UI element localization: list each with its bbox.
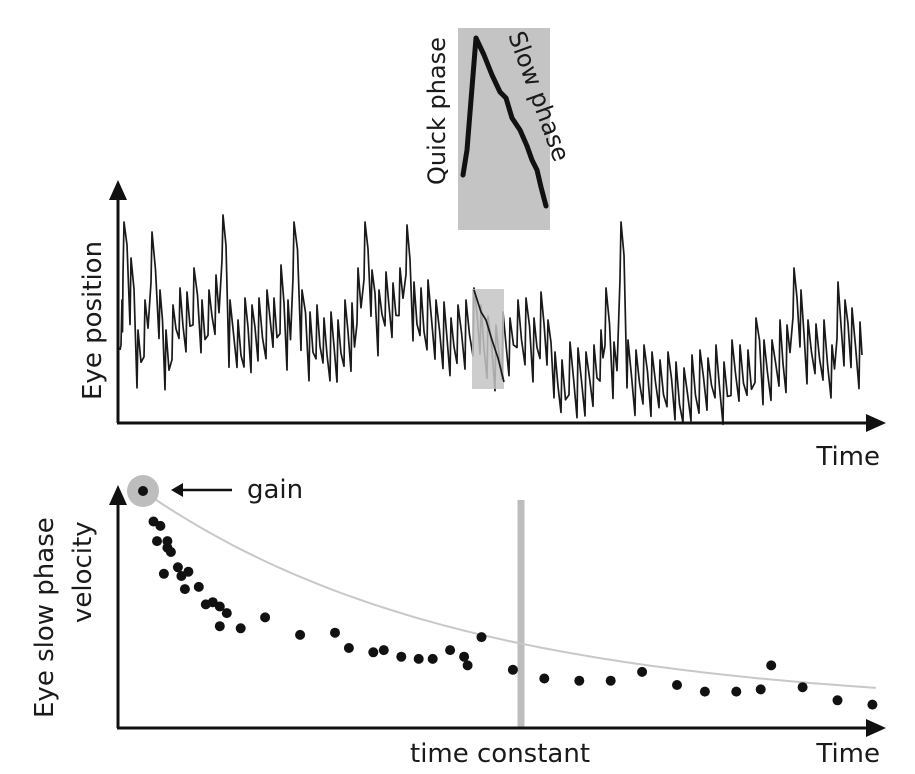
velocity-data-point bbox=[260, 612, 271, 623]
time-constant-label: time constant bbox=[410, 739, 590, 769]
velocity-data-point bbox=[867, 699, 878, 710]
velocity-data-point bbox=[155, 520, 166, 531]
gain-label: gain bbox=[247, 475, 303, 505]
velocity-data-point bbox=[413, 653, 424, 664]
velocity-data-point bbox=[605, 675, 616, 686]
velocity-data-point bbox=[637, 666, 648, 677]
velocity-data-point bbox=[183, 566, 194, 577]
velocity-data-point bbox=[459, 651, 470, 662]
top-y-axis-label: Eye position bbox=[78, 241, 108, 400]
velocity-data-point bbox=[235, 623, 246, 634]
velocity-data-point bbox=[462, 660, 473, 671]
top-x-axis-label: Time bbox=[815, 442, 880, 472]
velocity-data-point bbox=[445, 645, 456, 656]
bottom-x-axis-label: Time bbox=[815, 739, 880, 769]
velocity-data-point bbox=[368, 647, 379, 658]
velocity-data-point bbox=[507, 664, 518, 675]
velocity-points bbox=[138, 486, 878, 710]
velocity-data-point bbox=[138, 486, 148, 496]
bottom-y-arrowhead bbox=[109, 485, 127, 505]
velocity-data-point bbox=[672, 680, 682, 690]
velocity-data-point bbox=[221, 608, 232, 619]
velocity-data-point bbox=[574, 675, 585, 686]
top-x-arrowhead bbox=[866, 414, 886, 432]
velocity-data-point bbox=[214, 621, 225, 632]
highlighted-segment bbox=[473, 289, 505, 383]
top-y-arrowhead bbox=[109, 180, 127, 200]
velocity-data-point bbox=[797, 682, 808, 693]
velocity-data-point bbox=[295, 629, 306, 640]
decay-fit-curve bbox=[142, 490, 876, 689]
bottom-y-axis-label-line2: velocity bbox=[68, 521, 98, 623]
velocity-data-point bbox=[165, 547, 176, 557]
bottom-x-arrowhead bbox=[866, 719, 886, 737]
gain-arrow bbox=[171, 483, 232, 497]
velocity-data-point bbox=[158, 568, 169, 579]
top-panel: Quick phase Slow phase Eye position Time bbox=[78, 27, 886, 472]
velocity-data-point bbox=[396, 651, 407, 662]
velocity-data-point bbox=[755, 684, 766, 695]
velocity-data-point bbox=[476, 632, 487, 643]
velocity-data-point bbox=[427, 653, 438, 664]
slow-phase-highlight bbox=[472, 289, 504, 389]
velocity-data-point bbox=[214, 601, 225, 612]
velocity-data-point bbox=[343, 643, 354, 653]
velocity-data-point bbox=[162, 536, 173, 547]
velocity-data-point bbox=[699, 686, 710, 697]
velocity-data-point bbox=[172, 562, 183, 573]
velocity-data-point bbox=[193, 581, 204, 592]
velocity-data-point bbox=[152, 536, 162, 547]
quick-phase-label: Quick phase bbox=[423, 37, 451, 185]
velocity-data-point bbox=[539, 673, 550, 684]
velocity-data-point bbox=[766, 660, 777, 671]
inset-trace bbox=[460, 35, 549, 209]
bottom-panel: gain Eye slow phase velocity time consta… bbox=[30, 475, 886, 769]
velocity-data-point bbox=[179, 584, 190, 595]
velocity-data-point bbox=[330, 627, 340, 638]
velocity-data-point bbox=[731, 686, 742, 697]
velocity-data-point bbox=[378, 645, 389, 656]
velocity-data-point bbox=[832, 695, 843, 706]
bottom-y-axis-label-line1: Eye slow phase bbox=[30, 517, 60, 718]
